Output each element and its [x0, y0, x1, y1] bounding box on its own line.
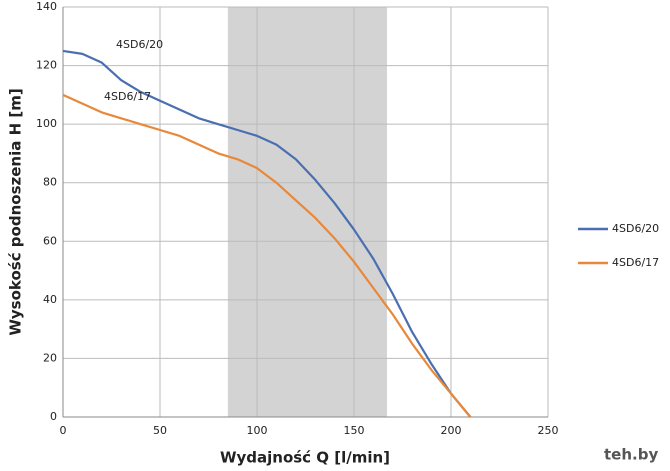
legend-label: 4SD6/17: [612, 256, 659, 269]
x-tick-label: 100: [247, 424, 268, 437]
y-tick-label: 120: [36, 59, 57, 72]
legend-label: 4SD6/20: [612, 222, 659, 235]
y-tick-label: 20: [43, 351, 57, 364]
series-line: [62, 93, 472, 418]
y-tick-label: 40: [43, 293, 57, 306]
x-tick-label: 250: [538, 424, 559, 437]
y-tick-label: 80: [43, 176, 57, 189]
x-tick-label: 200: [441, 424, 462, 437]
y-tick-label: 140: [36, 0, 57, 13]
y-tick-label: 0: [50, 410, 57, 423]
watermark: teh.by: [604, 446, 658, 464]
x-axis-title: Wydajność Q [l/min]: [220, 449, 390, 467]
y-tick-label: 100: [36, 117, 57, 130]
annotation: 4SD6/20: [116, 38, 163, 51]
series-line: [62, 49, 472, 418]
x-tick-label: 0: [60, 424, 67, 437]
x-tick-label: 50: [153, 424, 167, 437]
x-tick-label: 150: [344, 424, 365, 437]
y-tick-label: 60: [43, 234, 57, 247]
annotation: 4SD6/17: [104, 90, 151, 103]
y-axis-title: Wysokość podnoszenia H [m]: [7, 88, 25, 335]
